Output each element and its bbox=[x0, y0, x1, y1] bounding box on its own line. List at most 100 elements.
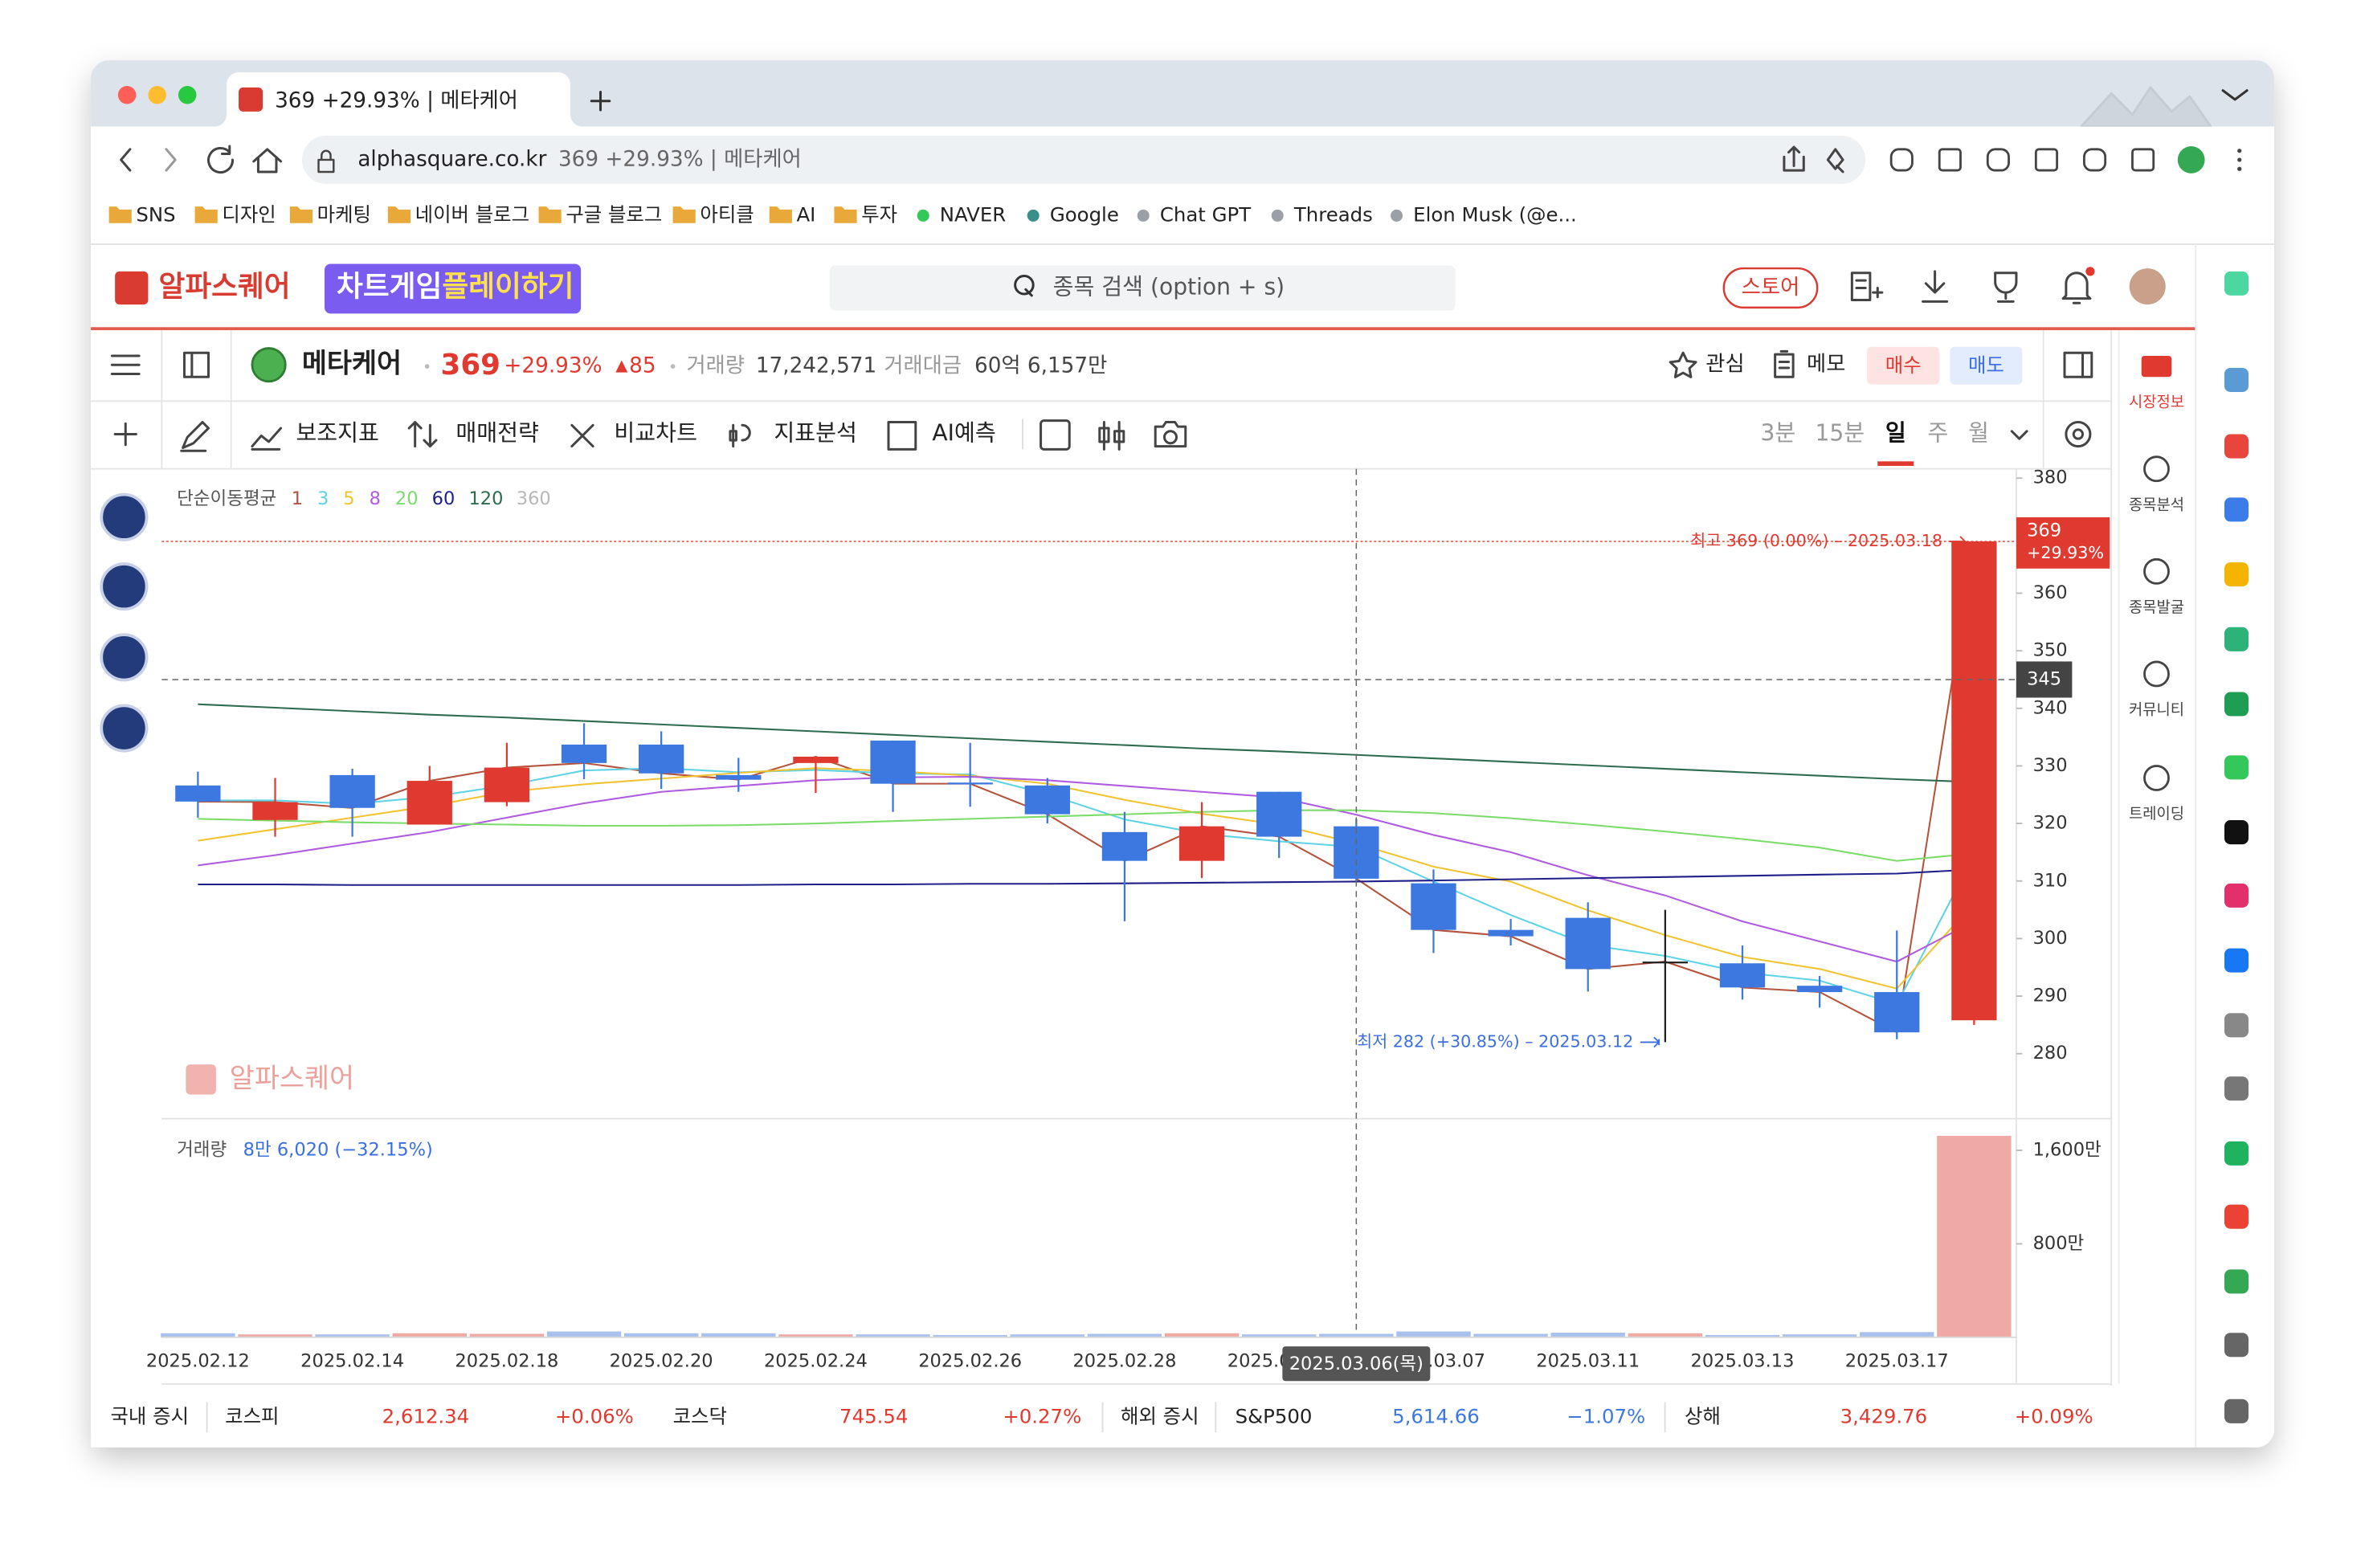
toolbar-item[interactable]: 매매전략 bbox=[455, 420, 539, 447]
draw-tool[interactable] bbox=[180, 421, 210, 452]
side-panel-app[interactable] bbox=[2224, 1204, 2249, 1229]
bookmark[interactable]: SNS bbox=[136, 202, 175, 226]
sidebar-item[interactable]: 트레이딩 bbox=[2129, 805, 2184, 823]
period-button[interactable]: 월 bbox=[1968, 420, 1989, 447]
menu-dot[interactable] bbox=[2237, 157, 2242, 162]
bookmark-star-button[interactable] bbox=[1826, 148, 1844, 174]
shortcut-icon[interactable] bbox=[100, 633, 149, 682]
bookmark[interactable]: 마케팅 bbox=[317, 202, 371, 226]
side-panel-app[interactable] bbox=[2224, 1399, 2249, 1423]
bookmark[interactable]: 투자 bbox=[861, 202, 897, 226]
settings-button[interactable] bbox=[2065, 421, 2092, 448]
watch-button[interactable]: 관심 bbox=[1705, 353, 1744, 377]
chart-type-tool[interactable] bbox=[1098, 421, 1125, 451]
more-periods[interactable] bbox=[2010, 430, 2028, 440]
bookmark[interactable]: Google bbox=[1050, 202, 1119, 226]
close-window[interactable] bbox=[117, 85, 137, 104]
side-panel-app[interactable] bbox=[2224, 562, 2249, 587]
extension-icon[interactable] bbox=[1986, 148, 2010, 172]
store-button[interactable] bbox=[1722, 267, 1819, 309]
toolbar-item[interactable]: 지표분석 bbox=[774, 420, 857, 447]
add-button[interactable] bbox=[113, 422, 137, 447]
period-button[interactable]: 3분 bbox=[1760, 420, 1795, 447]
index-name[interactable]: 코스피 bbox=[225, 1404, 279, 1427]
toolbar-icon[interactable] bbox=[729, 423, 751, 448]
reload-button[interactable] bbox=[207, 145, 235, 174]
extension-icon[interactable] bbox=[1889, 148, 1914, 172]
toolbar-icon[interactable] bbox=[251, 427, 283, 451]
search-box[interactable] bbox=[829, 265, 1456, 311]
screenshot-tool[interactable] bbox=[1154, 421, 1187, 448]
memo-icon[interactable] bbox=[1774, 349, 1795, 378]
sidebar-item[interactable]: 종목분석 bbox=[2129, 496, 2184, 513]
layout-toggle[interactable] bbox=[2063, 351, 2093, 378]
shortcut-icon[interactable] bbox=[100, 704, 149, 753]
logo[interactable]: 알파스퀘어 bbox=[159, 270, 291, 303]
forward-button[interactable] bbox=[165, 148, 177, 172]
period-button[interactable]: 일 bbox=[1885, 420, 1906, 447]
side-panel-app[interactable] bbox=[2224, 820, 2249, 845]
side-panel-app[interactable] bbox=[2224, 497, 2249, 522]
promo-banner[interactable] bbox=[325, 263, 582, 314]
side-panel-app[interactable] bbox=[2224, 1141, 2249, 1166]
url-title[interactable]: 369 +29.93% | 메타케어 bbox=[558, 147, 802, 171]
bookmark[interactable]: 아티클 bbox=[700, 202, 754, 226]
extension-icon[interactable] bbox=[2034, 148, 2059, 172]
user-avatar[interactable] bbox=[2129, 268, 2166, 305]
ma-legend-item[interactable]: 3 bbox=[317, 488, 329, 509]
bookmark[interactable]: Threads bbox=[1293, 202, 1373, 226]
sidebar-item[interactable]: 종목발굴 bbox=[2129, 598, 2184, 616]
profile-avatar[interactable] bbox=[2177, 146, 2205, 174]
ma-legend-item[interactable]: 60 bbox=[432, 488, 455, 509]
maximize-window[interactable] bbox=[178, 85, 197, 104]
index-name[interactable]: 상해 bbox=[1685, 1404, 1721, 1427]
url-domain[interactable]: alphasquare.co.kr bbox=[357, 147, 546, 171]
bookmark[interactable]: 네이버 블로그 bbox=[415, 202, 529, 226]
bookmark[interactable]: 구글 블로그 bbox=[566, 202, 662, 226]
menu-button[interactable] bbox=[110, 354, 141, 375]
back-button[interactable] bbox=[120, 148, 132, 172]
toolbar-icon[interactable] bbox=[570, 423, 594, 448]
notification-icon[interactable] bbox=[2061, 272, 2092, 304]
memo-button[interactable]: 메모 bbox=[1807, 353, 1845, 377]
side-panel-app[interactable] bbox=[2224, 1013, 2249, 1038]
ma-legend-item[interactable]: 5 bbox=[343, 488, 354, 509]
bookmark[interactable]: Elon Musk (@e... bbox=[1413, 202, 1577, 226]
download-icon[interactable] bbox=[1922, 270, 1949, 303]
side-panel-app[interactable] bbox=[2224, 627, 2249, 651]
lock-icon[interactable] bbox=[317, 149, 335, 174]
side-panel-app[interactable] bbox=[2224, 271, 2249, 296]
side-panel-app[interactable] bbox=[2224, 755, 2249, 780]
side-panel-app[interactable] bbox=[2224, 434, 2249, 459]
address-bar[interactable] bbox=[301, 135, 1866, 184]
side-panel-app[interactable] bbox=[2224, 948, 2249, 973]
ma-legend-item[interactable]: 360 bbox=[517, 488, 551, 509]
toolbar-icon[interactable] bbox=[407, 421, 438, 448]
active-tab[interactable] bbox=[214, 72, 582, 127]
tab-menu[interactable] bbox=[2221, 89, 2249, 101]
index-name[interactable]: 코스닥 bbox=[673, 1404, 727, 1427]
bookmark[interactable]: Chat GPT bbox=[1160, 202, 1251, 226]
side-panel-app[interactable] bbox=[2224, 1333, 2249, 1358]
period-button[interactable]: 주 bbox=[1927, 420, 1948, 447]
side-panel-app[interactable] bbox=[2224, 692, 2249, 717]
ma-legend-item[interactable]: 120 bbox=[468, 488, 503, 509]
shortcut-icon[interactable] bbox=[100, 492, 149, 541]
toolbar-item[interactable]: AI예측 bbox=[932, 420, 995, 447]
panel-toggle[interactable] bbox=[182, 351, 210, 378]
bookmark[interactable]: NAVER bbox=[940, 202, 1006, 226]
bookmark[interactable]: 디자인 bbox=[222, 202, 276, 226]
home-button[interactable] bbox=[252, 148, 283, 174]
tab-title[interactable]: 369 +29.93% | 메타케어 bbox=[275, 88, 518, 112]
buy-button[interactable] bbox=[1867, 346, 1940, 385]
ma-legend-item[interactable]: 20 bbox=[395, 488, 419, 509]
toolbar-icon[interactable] bbox=[887, 421, 917, 451]
toolbar-item[interactable]: 비교차트 bbox=[614, 420, 697, 447]
side-panel-app[interactable] bbox=[2224, 1076, 2249, 1101]
sidebar-item[interactable]: 커뮤니티 bbox=[2129, 701, 2184, 719]
shape-tool[interactable] bbox=[1040, 419, 1071, 451]
extension-icon[interactable] bbox=[1938, 148, 1962, 172]
bookmark[interactable]: AI bbox=[797, 202, 816, 226]
new-tab-button[interactable] bbox=[590, 90, 611, 112]
watch-icon[interactable] bbox=[1669, 351, 1697, 378]
